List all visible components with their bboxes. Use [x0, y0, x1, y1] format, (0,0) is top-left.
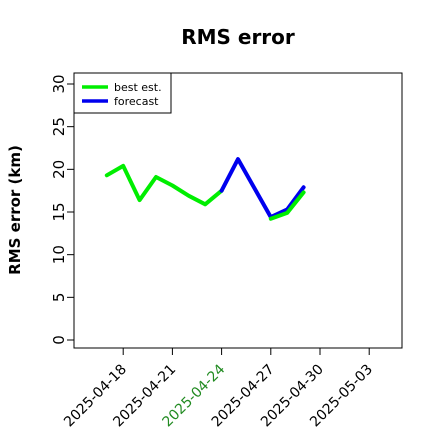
- series-line-1: [219, 157, 306, 220]
- y-axis-ticks: 0 5 10 15 20 25 30: [50, 74, 74, 345]
- x-axis-ticks: 2025-04-182025-04-212025-04-242025-04-27…: [61, 348, 376, 430]
- y-tick-label: 15: [50, 202, 68, 221]
- series-line-0: [104, 163, 224, 207]
- legend: best est. forecast: [73, 72, 172, 114]
- y-tick-label: 0: [50, 335, 68, 345]
- y-tick-label: 30: [50, 74, 68, 93]
- chart-title: RMS error: [181, 25, 295, 49]
- series-line-2: [268, 190, 306, 221]
- plot-frame: [73, 72, 403, 349]
- series-layer: [104, 157, 306, 221]
- legend-box: [73, 72, 172, 114]
- legend-label-best-est: best est.: [114, 81, 162, 94]
- legend-label-forecast: forecast: [114, 95, 159, 108]
- y-axis-label: RMS error (km): [6, 145, 24, 275]
- y-tick-label: 25: [50, 117, 68, 136]
- y-tick-label: 5: [50, 293, 68, 303]
- y-tick-label: 20: [50, 160, 68, 179]
- y-tick-label: 10: [50, 245, 68, 264]
